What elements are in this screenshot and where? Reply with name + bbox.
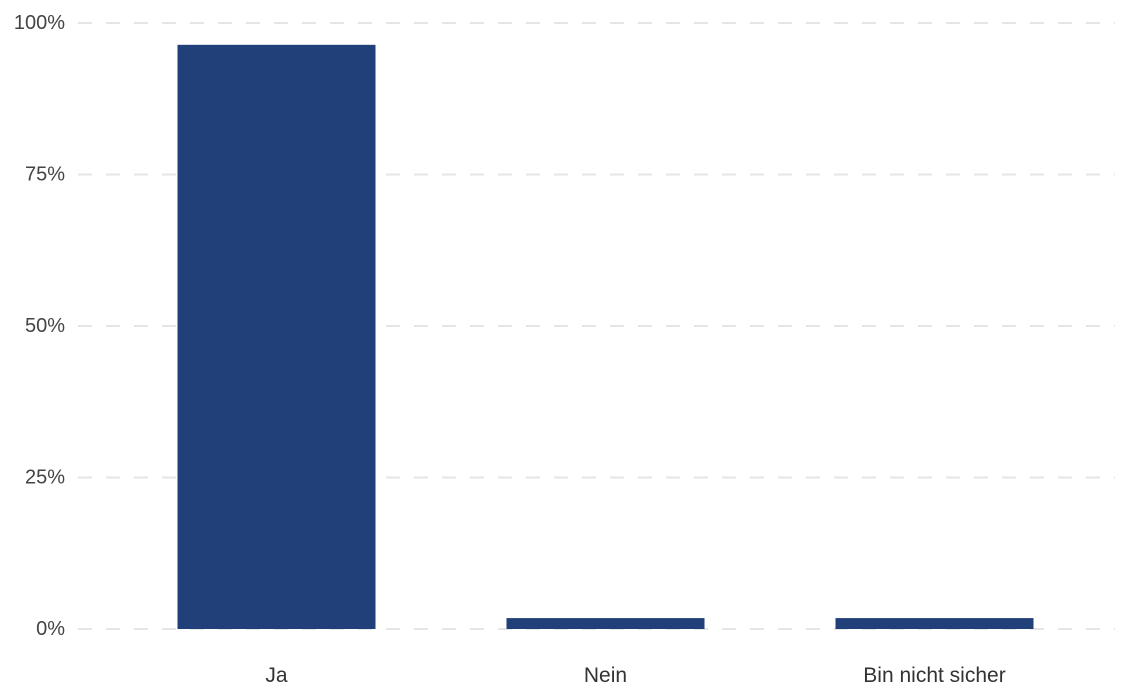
x-category-label: Bin nicht sicher bbox=[863, 664, 1005, 687]
y-tick-label: 25% bbox=[25, 467, 65, 489]
x-axis-category-labels: Ja Nein Bin nicht sicher bbox=[265, 664, 1005, 687]
y-tick-label: 100% bbox=[14, 12, 65, 34]
x-category-label: Nein bbox=[584, 664, 627, 687]
y-tick-label: 0% bbox=[36, 618, 65, 640]
bar-bin-nicht-sicher[interactable] bbox=[835, 618, 1034, 629]
x-category-label: Ja bbox=[265, 664, 288, 687]
y-tick-label: 50% bbox=[25, 315, 65, 337]
bar-ja[interactable] bbox=[177, 44, 376, 630]
y-tick-label: 75% bbox=[25, 164, 65, 186]
bars bbox=[177, 44, 1034, 630]
bar-nein[interactable] bbox=[506, 618, 705, 629]
y-axis-tick-labels: 0% 25% 50% 75% 100% bbox=[14, 12, 65, 640]
